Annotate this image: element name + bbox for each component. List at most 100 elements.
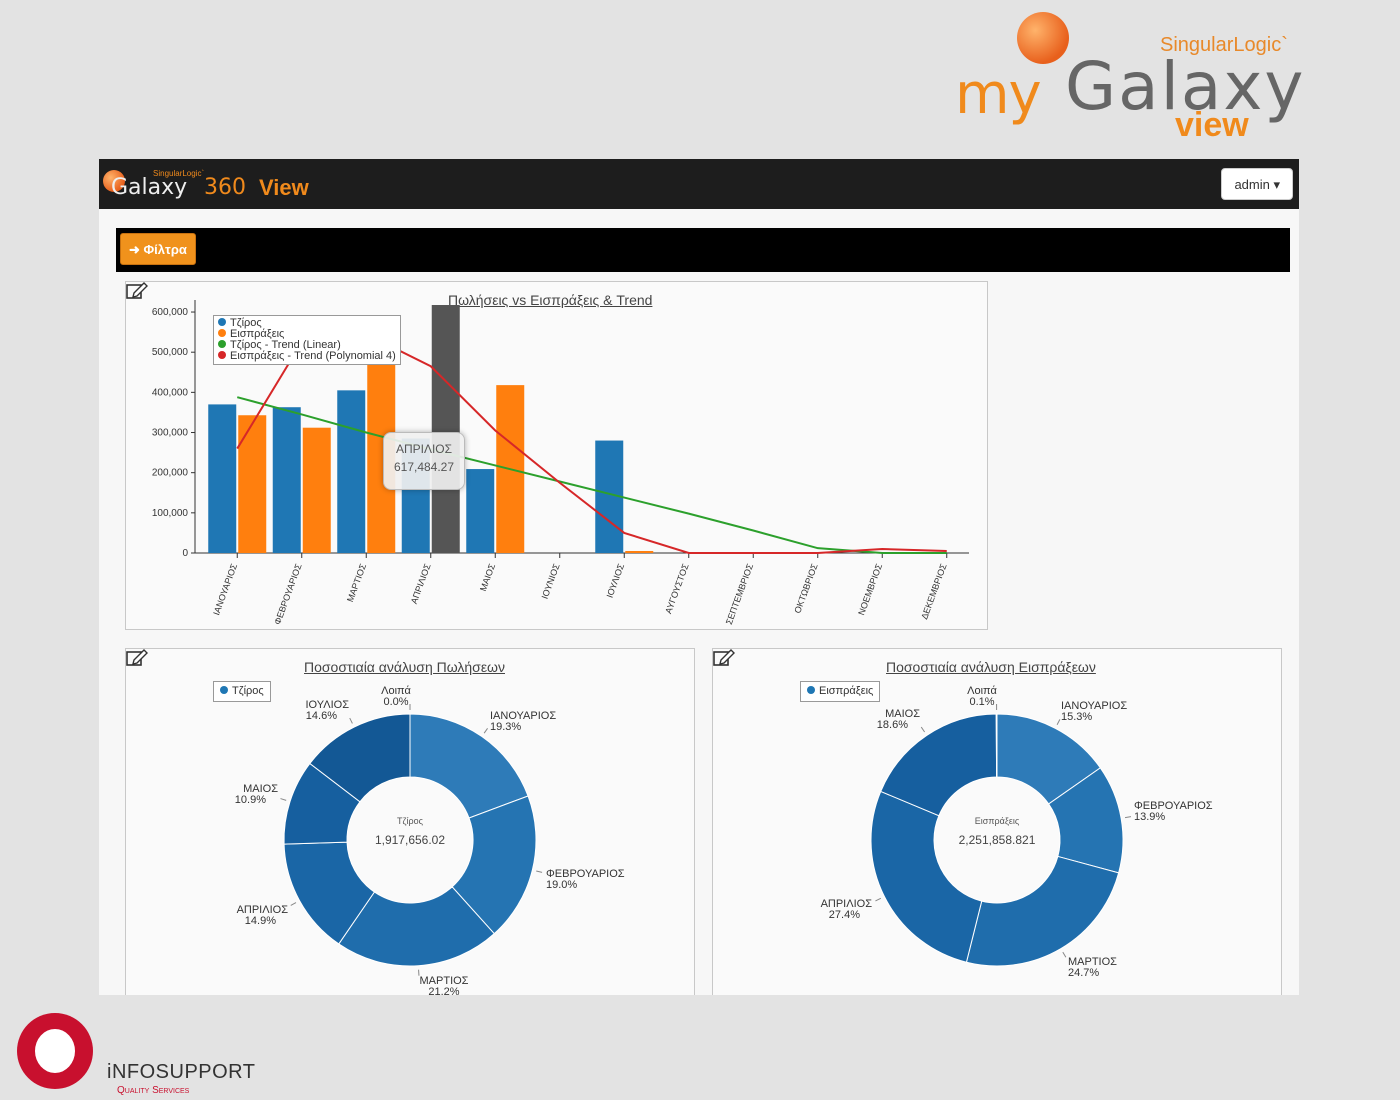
legend-label: Εισπράξεις - Trend (Polynomial 4)	[230, 350, 396, 362]
legend-label: Εισπράξεις	[230, 328, 285, 340]
donut-slice	[409, 713, 529, 819]
donut-slice-label: ΑΠΡΙΛΙΟΣ	[237, 904, 289, 916]
donut-slice-pct: 24.7%	[1068, 967, 1099, 979]
edit-icon[interactable]	[713, 649, 735, 667]
receipts-donut-legend: Εισπράξεις	[800, 681, 881, 702]
legend-label: Εισπράξεις	[819, 685, 874, 697]
edit-icon[interactable]	[126, 282, 148, 300]
x-tick-label: ΟΚΤΩΒΡΙΟΣ	[792, 562, 819, 615]
user-menu-button[interactable]: admin ▾	[1221, 168, 1293, 200]
donut-slice	[309, 713, 411, 803]
donut-center-value: 2,251,858.821	[959, 833, 1036, 847]
x-tick-label: ΝΟΕΜΒΡΙΟΣ	[856, 562, 884, 617]
x-tick-label: ΙΑΝΟΥΑΡΙΟΣ	[211, 562, 239, 617]
donut-slice	[338, 886, 495, 967]
sales-vs-receipts-panel: Πωλήσεις vs Εισπράξεις & Trend 0 100,000 2…	[125, 281, 988, 630]
donut-slice-pct: 19.3%	[490, 721, 521, 733]
donut-slice-pct: 14.6%	[306, 710, 337, 722]
legend-dot-icon	[807, 686, 815, 694]
legend-dot-icon	[218, 351, 226, 359]
app-window: Galaxy SingularLogic` 360 View admin ▾ ➜…	[99, 159, 1299, 995]
donut-leader	[280, 798, 287, 801]
donut-slice-pct: 10.9%	[235, 794, 266, 806]
donut-slice-pct: 27.4%	[829, 909, 860, 921]
sales-donut-legend: Τζίρος	[213, 681, 271, 702]
y-tick-label: 400,000	[152, 387, 189, 398]
bar-chart-legend: Τζίρος Εισπράξεις Τζίρος - Trend (Linear…	[213, 315, 401, 365]
donut-slice-label: ΙΟΥΛΙΟΣ	[305, 699, 349, 711]
x-tick-label: ΙΟΥΝΙΟΣ	[540, 562, 562, 600]
bar-turnover	[337, 390, 366, 553]
donut-slice	[965, 855, 1120, 967]
x-tick-label: ΙΟΥΛΙΟΣ	[605, 562, 627, 599]
donut-leader	[875, 897, 882, 902]
mygalaxy-view-logo: my Galaxy SingularLogic` view	[955, 10, 1304, 145]
sales-donut-title: Ποσοστιαία ανάλυση Πωλήσεων	[304, 659, 505, 675]
legend-dot-icon	[218, 329, 226, 337]
edit-icon[interactable]	[126, 649, 148, 667]
donut-slice-label: ΜΑΙΟΣ	[243, 783, 278, 795]
donut-slice-pct: 13.9%	[1134, 811, 1165, 823]
donut-leader	[290, 902, 297, 906]
donut-slice-pct: 14.9%	[245, 915, 276, 927]
donut-center-label: Εισπράξεις	[975, 816, 1020, 826]
x-tick-label: ΣΕΠΤΕΜΒΡΙΟΣ	[724, 562, 755, 626]
donut-slice-label: Λοιπά	[381, 685, 411, 697]
donut-leader	[920, 726, 926, 733]
x-tick-label: ΑΥΓΟΥΣΤΟΣ	[663, 562, 690, 615]
donut-slice-pct: 18.6%	[877, 719, 908, 731]
legend-item[interactable]: Εισπράξεις	[218, 329, 396, 340]
donut-leader	[1062, 951, 1067, 958]
bar-receipts	[302, 427, 331, 553]
legend-item[interactable]: Εισπράξεις	[807, 686, 873, 697]
donut-slice-label: ΦΕΒΡΟΥΑΡΙΟΣ	[1134, 800, 1213, 812]
donut-slice-label: ΑΠΡΙΛΙΟΣ	[821, 898, 873, 910]
navbar-logo-view: View	[259, 175, 309, 200]
sales-receipts-chart: 0 100,000 200,000 300,000 400,000 500,000 600,…	[152, 300, 969, 626]
navbar-logo-singularlogic: SingularLogic`	[153, 169, 205, 178]
legend-item[interactable]: Τζίρος - Trend (Linear)	[218, 340, 396, 351]
tooltip-value: 617,484.27	[393, 460, 455, 474]
navbar-logo[interactable]: Galaxy SingularLogic` 360 View	[101, 165, 321, 205]
infosupport-name: iNFOSUPPORT	[107, 1061, 256, 1083]
bar-turnover	[272, 407, 301, 553]
x-tick-label: ΑΠΡΙΛΙΟΣ	[409, 562, 433, 605]
top-navbar: Galaxy SingularLogic` 360 View admin ▾	[99, 159, 1299, 209]
x-tick-label: ΔΕΚΕΜΒΡΙΟΣ	[919, 562, 949, 621]
navbar-logo-orb-icon	[103, 170, 125, 192]
legend-label: Τζίρος	[230, 317, 262, 329]
donut-slice-label: ΙΑΝΟΥΑΡΙΟΣ	[490, 710, 556, 722]
bar-tooltip: ΑΠΡΙΛΙΟΣ 617,484.27	[383, 432, 465, 490]
y-tick-label: 600,000	[152, 307, 189, 318]
legend-item[interactable]: Εισπράξεις - Trend (Polynomial 4)	[218, 351, 396, 362]
donut-slice-label: ΜΑΡΤΙΟΣ	[420, 975, 469, 987]
y-tick-label: 0	[182, 548, 188, 559]
donut-slice-label: ΜΑΙΟΣ	[885, 708, 920, 720]
legend-dot-icon	[218, 318, 226, 326]
donut-slice-label: ΦΕΒΡΟΥΑΡΙΟΣ	[546, 868, 625, 880]
filters-button[interactable]: ➜ Φίλτρα	[120, 233, 196, 265]
donut-slice-pct: 15.3%	[1061, 711, 1092, 723]
logo-my-text: my	[955, 62, 1042, 127]
y-tick-label: 200,000	[152, 468, 189, 479]
navbar-logo-galaxy: Galaxy	[111, 175, 188, 200]
legend-item[interactable]: Τζίρος	[218, 318, 396, 329]
receipts-percentage-panel: Ποσοστιαία ανάλυση Εισπράξεων ΙΑΝΟΥΑΡΙΟΣ…	[712, 648, 1282, 995]
x-tick-label: ΜΑΙΟΣ	[478, 562, 497, 593]
logo-galaxy-text: Galaxy	[1065, 48, 1306, 125]
donut-leader	[1124, 816, 1132, 819]
donut-center-value: 1,917,656.02	[375, 833, 445, 847]
donut-slice-pct: 0.0%	[383, 696, 408, 708]
y-tick-label: 300,000	[152, 428, 189, 439]
donut-leader	[536, 870, 543, 873]
y-tick-label: 100,000	[152, 508, 189, 519]
legend-label: Τζίρος - Trend (Linear)	[230, 339, 341, 351]
infosupport-logo: iNFOSUPPORT Quality Services	[17, 1013, 257, 1097]
y-tick-label: 500,000	[152, 347, 189, 358]
donut-leader	[483, 728, 488, 734]
navbar-logo-360: 360	[204, 175, 246, 200]
legend-item[interactable]: Τζίρος	[220, 686, 264, 697]
receipts-donut-title: Ποσοστιαία ανάλυση Εισπράξεων	[886, 659, 1096, 675]
